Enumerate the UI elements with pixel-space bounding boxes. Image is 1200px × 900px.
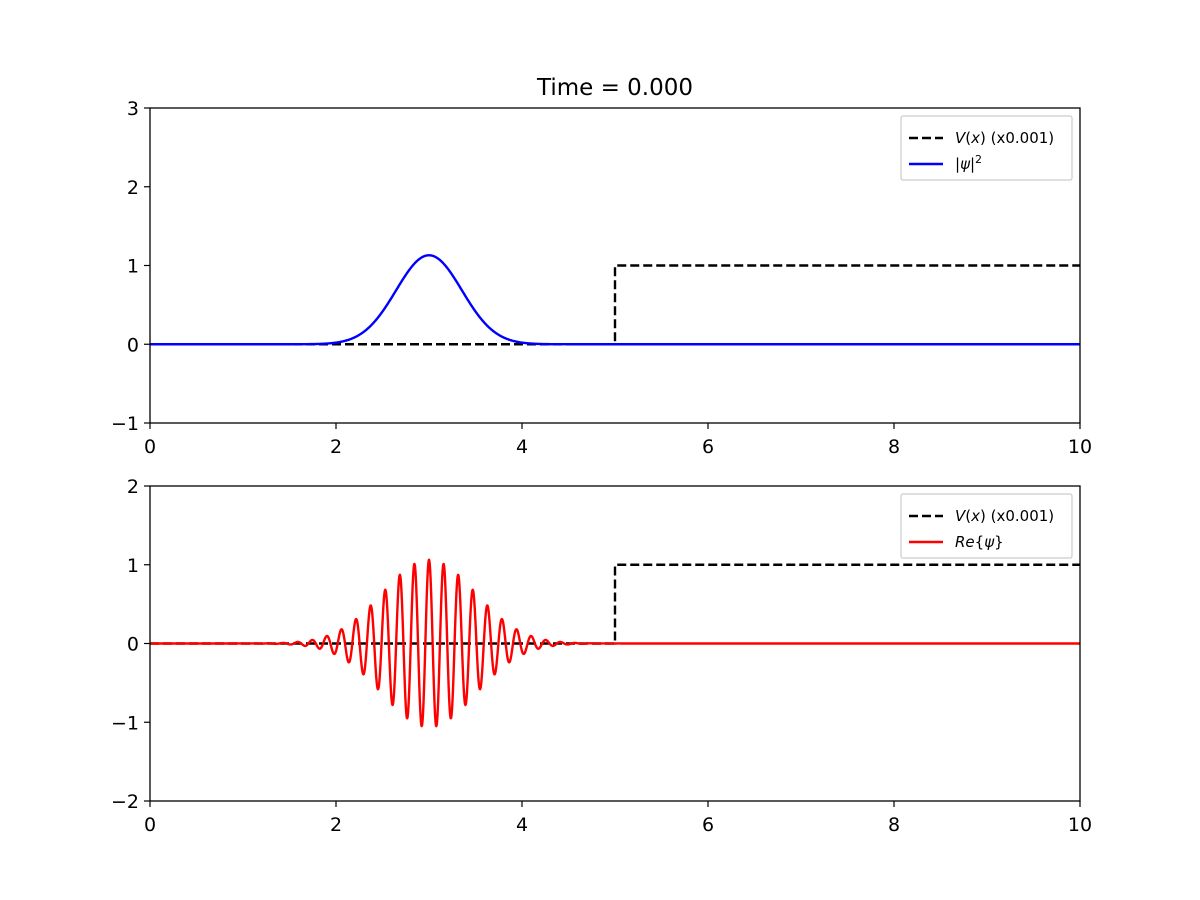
legend-label-part: } — [994, 533, 1004, 551]
legend-label: |ψ|2 — [955, 153, 982, 173]
x-tick-label: 6 — [702, 436, 714, 458]
series-line-density — [150, 254, 1080, 346]
x-tick-label: 8 — [888, 436, 900, 458]
y-tick-label: −1 — [111, 413, 139, 435]
legend: V(x) (x0.001) Re{ψ} — [900, 493, 1073, 559]
y-tick-label: −1 — [111, 712, 139, 734]
legend-label-part: V — [955, 507, 967, 525]
x-tick-label: 4 — [516, 436, 528, 458]
plot-area — [150, 558, 1080, 728]
bottom-panel-wavefunction-real: 0 2 4 6 8 10 −2 −1 0 1 2 V(x) (x0.001) Re{ψ} — [111, 476, 1092, 836]
y-tick-label: 2 — [127, 476, 139, 498]
x-tick-label: 4 — [516, 814, 528, 836]
series-line-real-part — [150, 558, 1080, 728]
legend: V(x) (x0.001)|ψ|2 — [900, 115, 1073, 181]
x-tick-label: 8 — [888, 814, 900, 836]
legend-label-part: Re — [955, 533, 975, 551]
legend-label-part: | — [970, 155, 975, 173]
legend-box — [900, 115, 1073, 181]
legend-label-part: x — [970, 507, 980, 525]
plot-area — [150, 254, 1080, 346]
x-tick-label: 10 — [1068, 814, 1092, 836]
legend-label-part: ( — [965, 129, 971, 147]
legend-label: V(x) (x0.001) — [955, 507, 1054, 525]
x-tick-label: 0 — [144, 814, 156, 836]
y-tick-label: 0 — [127, 334, 139, 356]
legend-label-part: | — [955, 155, 960, 173]
legend-label-part: V — [955, 129, 967, 147]
legend-label-part: ψ — [960, 155, 971, 173]
legend-box — [900, 493, 1073, 559]
y-tick-label: −2 — [111, 791, 139, 813]
y-tick-label: 3 — [127, 98, 139, 120]
legend-label-part: ) (x0.001) — [980, 129, 1054, 147]
legend-label: V(x) (x0.001) — [955, 129, 1054, 147]
legend-label-part: ( — [965, 507, 971, 525]
y-tick-label: 2 — [127, 177, 139, 199]
x-tick-label: 10 — [1068, 436, 1092, 458]
legend-label-part: { — [975, 533, 985, 551]
legend-label-part: ) (x0.001) — [980, 507, 1054, 525]
legend-label-part: ψ — [984, 533, 995, 551]
x-tick-label: 6 — [702, 814, 714, 836]
y-tick-label: 0 — [127, 634, 139, 656]
chart-title: Time = 0.000 — [536, 75, 693, 101]
y-tick-label: 1 — [127, 555, 139, 577]
x-tick-label: 2 — [330, 436, 342, 458]
y-tick-label: 1 — [127, 256, 139, 278]
legend-label-part: x — [970, 129, 980, 147]
x-tick-label: 2 — [330, 814, 342, 836]
x-tick-label: 0 — [144, 436, 156, 458]
legend-label-part: 2 — [975, 153, 982, 166]
legend-label: Re{ψ} — [955, 533, 1004, 551]
